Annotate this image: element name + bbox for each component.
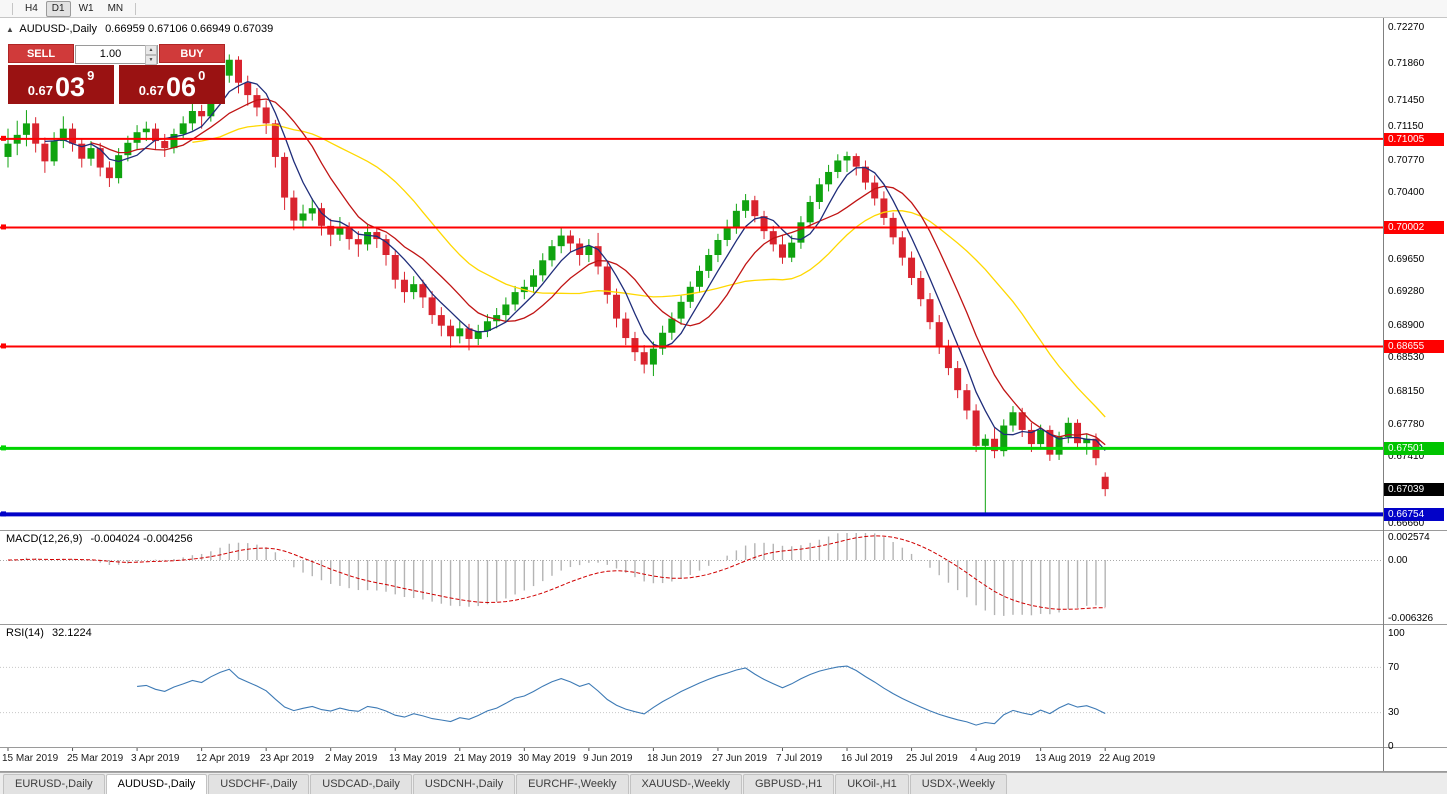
rsi-label: RSI(14) (6, 627, 44, 639)
buy-price-prefix: 0.67 (138, 83, 165, 98)
ma-line-21 (192, 124, 1106, 418)
hline-handle-0.68655[interactable] (1, 343, 6, 349)
macd-signal-line (7, 535, 1106, 610)
tab-ukoil-h1[interactable]: UKOil-,H1 (835, 774, 909, 794)
sell-price-display[interactable]: 0.67 03 9 (8, 65, 114, 104)
macd-histogram (16, 533, 1106, 616)
buy-price-big-digits: 06 (166, 72, 197, 102)
timeframe-button-H4[interactable]: H4 (25, 2, 38, 14)
sell-button[interactable]: SELL (8, 44, 74, 63)
tab-xauusd-weekly[interactable]: XAUUSD-,Weekly (629, 774, 742, 794)
chart-symbol-period: AUDUSD-,Daily (19, 23, 97, 35)
tab-gbpusd-h1[interactable]: GBPUSD-,H1 (742, 774, 835, 794)
hline-handle-0.66754[interactable] (1, 511, 6, 517)
hline-handle-0.71005[interactable] (1, 135, 6, 141)
ma-line-10 (90, 98, 1106, 446)
volume-field-wrap: ▲ ▼ (75, 44, 158, 65)
sell-price-pip-digit: 9 (87, 68, 95, 83)
sell-price-prefix: 0.67 (27, 83, 54, 98)
volume-input[interactable] (75, 44, 158, 64)
rsi-line (137, 665, 1106, 726)
timeframe-button-W1[interactable]: W1 (78, 2, 94, 14)
timeframe-button-MN[interactable]: MN (107, 2, 124, 14)
rsi-indicator-title: RSI(14) 32.1224 (6, 627, 92, 639)
volume-decrease-button[interactable]: ▼ (145, 55, 157, 65)
buy-button[interactable]: BUY (159, 44, 225, 63)
candlestick-series (4, 54, 1109, 513)
chart-title: ▲ AUDUSD-,Daily 0.66959 0.67106 0.66949 … (6, 23, 273, 35)
volume-spinner: ▲ ▼ (145, 45, 157, 65)
buy-price-pip-digit: 0 (198, 68, 206, 83)
hline-handle-0.70002[interactable] (1, 224, 6, 230)
hline-handle-0.67501[interactable] (1, 445, 6, 451)
volume-increase-button[interactable]: ▲ (145, 45, 157, 55)
tab-usdx-weekly[interactable]: USDX-,Weekly (909, 774, 1007, 794)
chart-tabs-bar: EURUSD-,Daily AUDUSD-,Daily USDCHF-,Daily U… (0, 772, 1447, 794)
toolbar-separator (135, 2, 137, 15)
chart-ohlc-values: 0.66959 0.67106 0.66949 0.67039 (105, 23, 274, 35)
tab-eurusd-daily[interactable]: EURUSD-,Daily (3, 774, 105, 794)
buy-price-display[interactable]: 0.67 06 0 (119, 65, 225, 104)
sell-price-big-digits: 03 (55, 72, 86, 102)
timeframe-button-D1[interactable]: D1 (45, 0, 71, 17)
chart-window-icon: ▲ (6, 25, 14, 34)
rsi-value: 32.1224 (51, 627, 92, 639)
macd-values: -0.004024 -0.004256 (90, 533, 193, 545)
macd-label: MACD(12,26,9) (6, 533, 83, 545)
timeframe-buttons: H4 D1 W1 MN (19, 0, 129, 17)
macd-indicator-title: MACD(12,26,9) -0.004024 -0.004256 (6, 533, 193, 545)
tab-usdchf-daily[interactable]: USDCHF-,Daily (208, 774, 310, 794)
tab-audusd-daily[interactable]: AUDUSD-,Daily (105, 774, 208, 794)
one-click-trading-panel: SELL ▲ ▼ BUY 0.67 03 9 0.67 06 0 (8, 44, 225, 104)
tab-usdcnh-daily[interactable]: USDCNH-,Daily (412, 774, 516, 794)
tab-usdcad-daily[interactable]: USDCAD-,Daily (310, 774, 412, 794)
tab-eurchf-weekly[interactable]: EURCHF-,Weekly (516, 774, 629, 794)
timeframe-toolbar: H4 D1 W1 MN (0, 0, 1447, 18)
toolbar-separator (12, 2, 13, 15)
